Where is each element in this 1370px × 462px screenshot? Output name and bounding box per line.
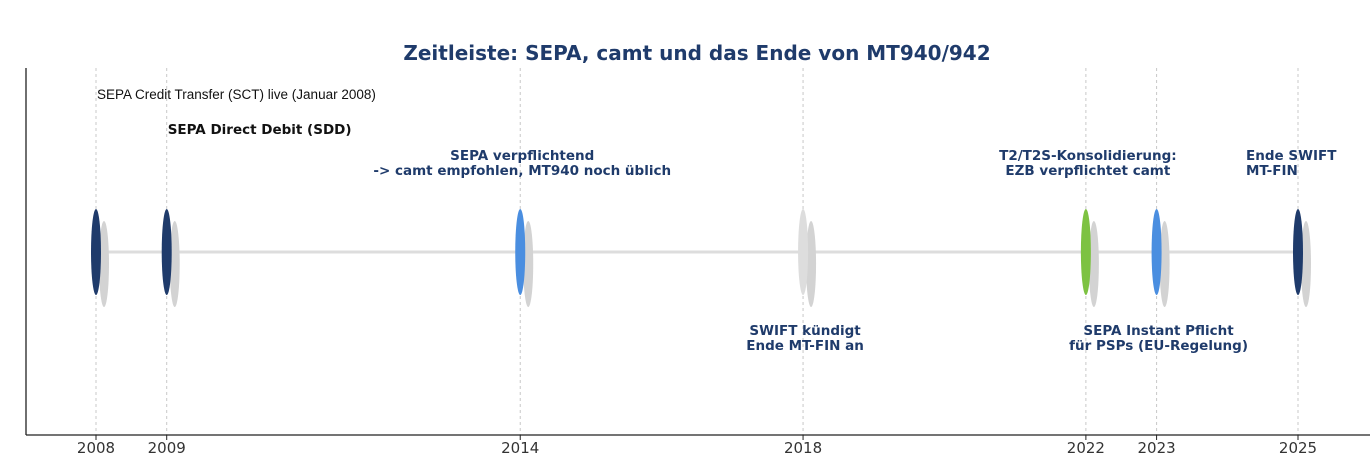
chart-title: Zeitleiste: SEPA, camt und das Ende von … xyxy=(403,41,990,65)
marker-shadow-2018 xyxy=(806,221,817,307)
event-label-2023-line-2: für PSPs (EU-Regelung) xyxy=(1069,338,1248,354)
marker-shadow-2025 xyxy=(1301,221,1311,307)
event-label-2018-line-2: Ende MT-FIN an xyxy=(746,338,864,354)
event-label-2022-line-2: EZB verpflichtet camt xyxy=(1005,163,1170,179)
x-tick-label-2023: 2023 xyxy=(1137,439,1175,457)
event-labels: SEPA Credit Transfer (SCT) live (Januar … xyxy=(97,87,1337,354)
marker-shadow-2022 xyxy=(1088,221,1099,307)
x-tick-label-2018: 2018 xyxy=(784,439,822,457)
event-markers xyxy=(91,209,1311,307)
x-tick-label-2025: 2025 xyxy=(1279,439,1317,457)
marker-2018 xyxy=(798,209,809,295)
marker-shadow-2008 xyxy=(99,221,109,307)
marker-2022 xyxy=(1080,209,1091,295)
event-label-2009-line-1: SEPA Direct Debit (SDD) xyxy=(168,122,352,138)
event-label-2008-line-1: SEPA Credit Transfer (SCT) live (Januar … xyxy=(97,87,376,102)
grid-lines xyxy=(95,68,1299,435)
x-tick-label-2014: 2014 xyxy=(501,439,539,457)
x-tick-label-2009: 2009 xyxy=(148,439,186,457)
marker-2008 xyxy=(91,209,101,295)
x-axis-ticks: 2008 2009 2014 2018 2022 2023 2025 xyxy=(77,435,1317,457)
event-label-2025-line-2: MT-FIN xyxy=(1246,163,1298,179)
marker-2014 xyxy=(515,209,526,295)
event-label-2023-line-1: SEPA Instant Pflicht xyxy=(1083,323,1234,339)
marker-2009 xyxy=(161,209,172,295)
marker-shadow-2023 xyxy=(1159,221,1170,307)
event-label-2018-line-1: SWIFT kündigt xyxy=(749,323,861,339)
event-label-2025-line-1: Ende SWIFT xyxy=(1246,148,1337,164)
marker-2025 xyxy=(1293,209,1303,295)
event-label-2014-line-2: -> camt empfohlen, MT940 noch üblich xyxy=(373,163,671,179)
x-tick-label-2008: 2008 xyxy=(77,439,115,457)
marker-shadow-2009 xyxy=(169,221,180,307)
event-label-2014-line-1: SEPA verpflichtend xyxy=(450,148,594,164)
marker-shadow-2014 xyxy=(523,221,534,307)
marker-2023 xyxy=(1151,209,1162,295)
event-label-2022-line-1: T2/T2S-Konsolidierung: xyxy=(999,148,1177,164)
x-tick-label-2022: 2022 xyxy=(1067,439,1105,457)
